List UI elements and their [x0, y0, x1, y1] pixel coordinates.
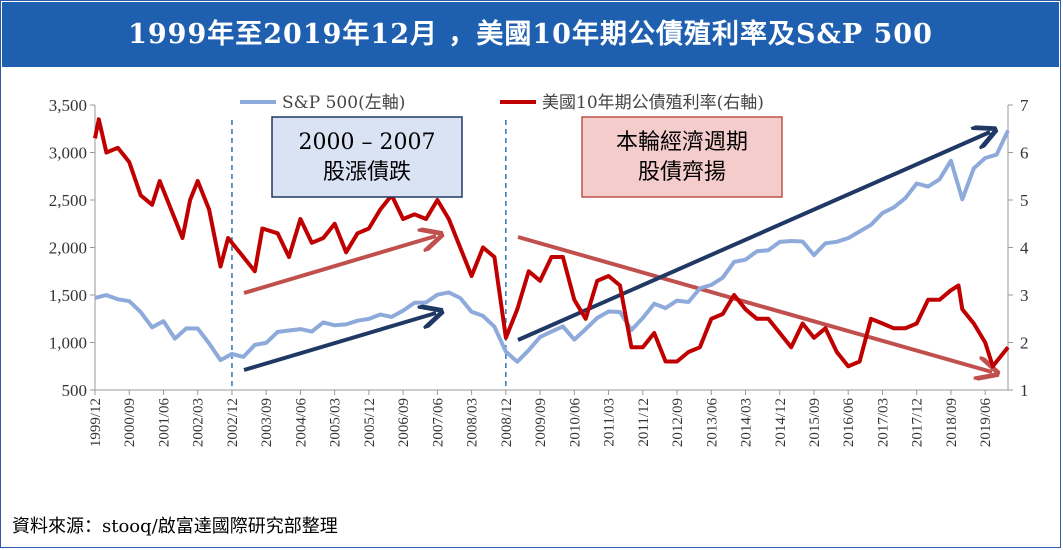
y-left-tick-label: 500: [62, 381, 88, 400]
x-tick-label: 2016/06: [841, 398, 857, 448]
y-right-tick-label: 1: [1020, 381, 1029, 400]
y-right-tick-label: 4: [1020, 239, 1029, 258]
x-tick-label: 2011/03: [602, 398, 618, 447]
y-left-tick-label: 3,500: [49, 96, 87, 115]
equity-rally-arrow-1: [243, 313, 436, 372]
axes: 500 1,000 1,500 2,000 2,500 3,000 3,500 1 2 3 4 5 6 7…: [49, 96, 1029, 447]
x-tick-label: 2013/06: [704, 398, 720, 448]
annotation-text: 股漲債跌: [323, 160, 411, 185]
bond-selloff-arrow: [243, 236, 436, 295]
x-tick-label: 2000/09: [122, 398, 138, 447]
y-left-tick-label: 1,000: [49, 334, 87, 353]
x-tick-label: 2002/12: [225, 398, 241, 447]
x-tick-label: 2005/03: [328, 398, 344, 447]
annotation-box: [581, 116, 783, 198]
x-tick-label: 2008/12: [499, 398, 515, 447]
x-tick-label: 2007/06: [430, 398, 446, 448]
y-right-tick-label: 5: [1020, 191, 1029, 210]
guides: [231, 120, 507, 390]
x-tick-label: 1999/12: [88, 398, 104, 447]
y-left-tick-label: 1,500: [49, 286, 87, 305]
x-tick-label: 2001/06: [156, 398, 172, 448]
y-left-tick-label: 3,000: [49, 144, 87, 163]
annotation-text: 本輪經濟週期: [616, 130, 748, 155]
x-tick-label: 2006/09: [396, 398, 412, 447]
annotation-box: [271, 116, 463, 198]
x-tick-label: 2003/09: [259, 398, 275, 447]
x-tick-label: 2015/09: [807, 398, 823, 447]
x-tick-label: 2014/12: [773, 398, 789, 447]
x-tick-label: 2018/09: [944, 398, 960, 447]
x-tick-label: 2009/09: [533, 398, 549, 447]
yield-line: [93, 117, 1010, 369]
legend-label-sp500: S&P 500(左軸): [282, 93, 405, 113]
annotation-text: 股債齊揚: [638, 160, 726, 185]
x-tick-label: 2012/09: [670, 398, 686, 447]
x-tick-label: 2004/06: [293, 398, 309, 448]
sp500-line: [94, 129, 1010, 364]
x-tick-label: 2002/03: [191, 398, 207, 447]
bond-rally-arrow: [517, 235, 992, 372]
x-tick-label: 2010/06: [567, 398, 583, 448]
series-lines: [93, 117, 1010, 369]
x-tick-label: 2011/12: [636, 398, 652, 447]
x-tick-label: 2008/03: [465, 398, 481, 447]
y-right-tick-label: 6: [1020, 144, 1029, 163]
x-tick-label: 2019/06: [978, 398, 994, 448]
legend-label-yield: 美國10年期公債殖利率(右軸): [542, 93, 764, 113]
x-tick-label: 2017/12: [910, 398, 926, 447]
x-tick-label: 2017/03: [875, 398, 891, 447]
y-left-tick-label: 2,500: [49, 191, 87, 210]
x-tick-label: 2014/03: [739, 398, 755, 447]
y-left-tick-label: 2,000: [49, 239, 87, 258]
trend-arrows: [243, 132, 992, 372]
y-right-tick-label: 2: [1020, 334, 1029, 353]
legend: S&P 500(左軸) 美國10年期公債殖利率(右軸): [240, 93, 764, 113]
y-right-tick-label: 7: [1020, 96, 1029, 115]
source-note: 資料來源：stooq/啟富達國際研究部整理: [12, 516, 338, 537]
chart-title: 1999年至2019年12月 ，美國10年期公債殖利率及S&P 500: [2, 2, 1059, 67]
equity-rally-arrow-2: [517, 132, 990, 342]
y-right-tick-label: 3: [1020, 286, 1029, 305]
x-tick-label: 2005/12: [362, 398, 378, 447]
annotation-text: 2000 – 2007: [299, 130, 436, 155]
